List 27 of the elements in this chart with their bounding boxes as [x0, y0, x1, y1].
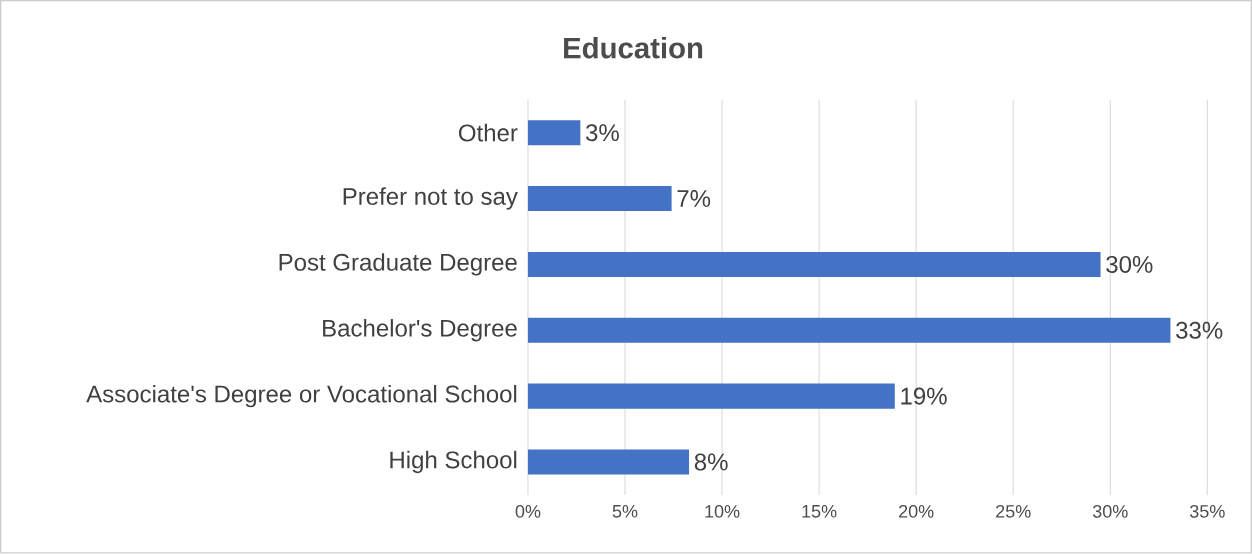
y-tick-label: High School [390, 450, 517, 474]
bar [527, 383, 895, 409]
y-tick-label: Associate's Degree or Vocational School [86, 385, 517, 408]
data-label: 30% [1106, 256, 1153, 274]
bar [527, 317, 1171, 343]
data-label: 3% [585, 124, 619, 142]
y-tick-label: Other [458, 124, 518, 142]
data-label: 33% [1176, 321, 1223, 339]
bar [527, 449, 690, 475]
x-tick-label: 10% [705, 505, 740, 518]
x-tick-label: 25% [996, 505, 1031, 518]
x-tick-label: 5% [612, 505, 638, 518]
data-label: 7% [677, 190, 711, 208]
bar [527, 120, 581, 146]
y-tick-label: Bachelor's Degree [323, 319, 517, 342]
x-tick-label: 30% [1092, 505, 1128, 518]
x-tick-label: 20% [899, 505, 934, 518]
x-tick-label: 35% [1189, 505, 1225, 518]
x-tick-label: 0% [515, 505, 541, 518]
chart-title: Education [564, 37, 703, 59]
bar [527, 252, 1101, 278]
data-label: 8% [694, 453, 728, 471]
x-tick-label: 15% [802, 505, 837, 518]
bar [527, 186, 672, 212]
y-tick-label: Prefer not to say [343, 187, 518, 210]
data-label: 19% [901, 387, 947, 405]
y-tick-label: Post Graduate Degree [279, 253, 517, 276]
